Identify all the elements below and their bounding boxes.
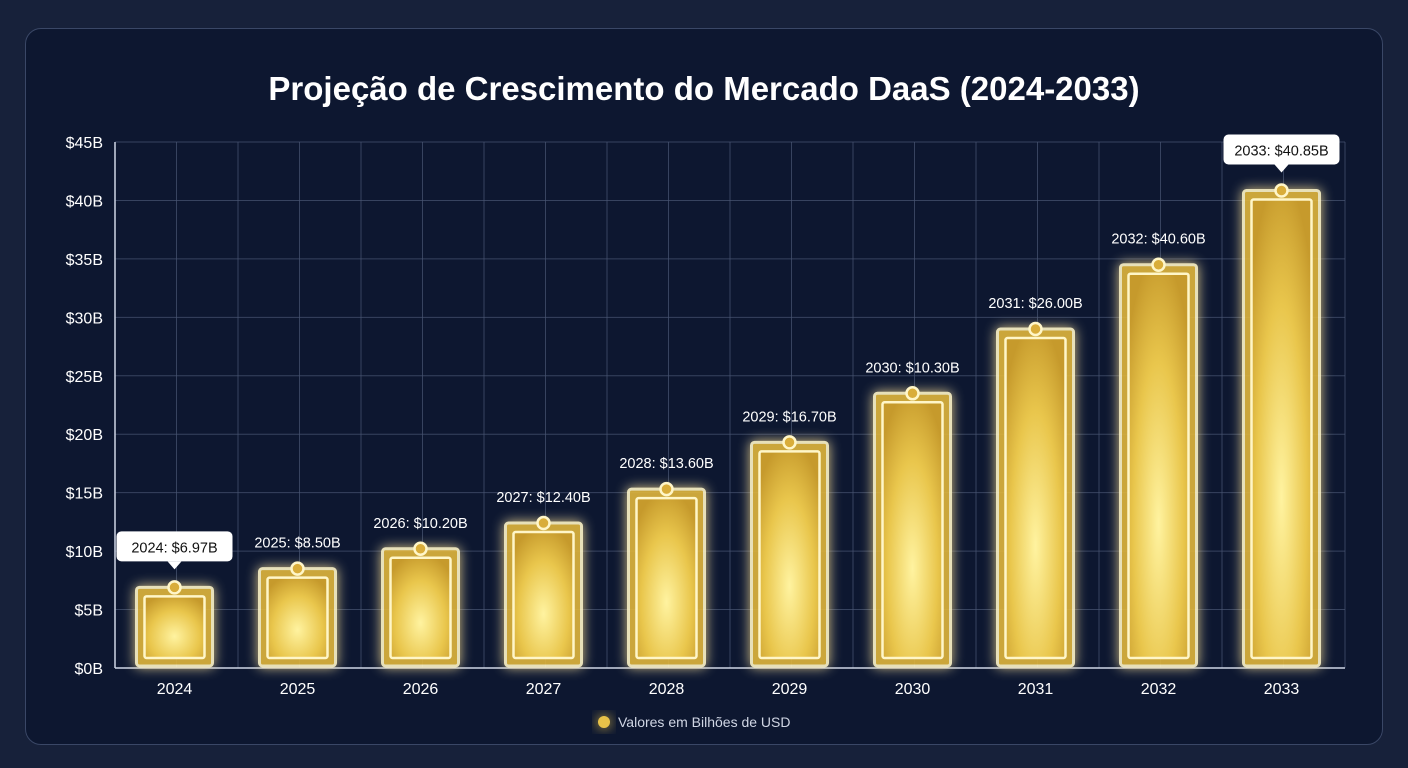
data-label: 2029: $16.70B [742, 409, 836, 425]
bar [266, 576, 329, 660]
data-label: 2028: $13.60B [619, 456, 713, 472]
y-tick-label: $35B [66, 252, 103, 269]
bar [1127, 272, 1190, 660]
x-tick-label: 2029 [772, 681, 808, 698]
bar [389, 556, 452, 660]
x-tick-label: 2027 [526, 681, 562, 698]
y-tick-label: $30B [66, 310, 103, 327]
data-point [1151, 257, 1166, 272]
chart-title: Projeção de Crescimento do Mercado DaaS … [268, 70, 1139, 107]
data-point [905, 386, 920, 401]
data-point [1028, 321, 1043, 337]
data-label: 2027: $12.40B [496, 490, 590, 506]
data-label-pointer [1274, 164, 1289, 173]
data-label: 2031: $26.00B [988, 296, 1082, 312]
y-tick-label: $0B [75, 661, 103, 678]
bar [758, 450, 821, 660]
x-tick-label: 2032 [1141, 681, 1177, 698]
x-tick-label: 2033 [1264, 681, 1300, 698]
legend: Valores em Bilhões de USD [598, 714, 790, 730]
data-point [1274, 183, 1289, 198]
bar [881, 401, 944, 660]
legend-label: Valores em Bilhões de USD [618, 714, 790, 730]
data-point [167, 580, 182, 595]
data-point [536, 515, 551, 531]
bar [1250, 198, 1313, 660]
legend-swatch [598, 716, 610, 728]
bar [635, 496, 698, 660]
bar [143, 595, 206, 660]
data-point [290, 561, 305, 576]
x-tick-label: 2026 [403, 681, 439, 698]
y-tick-label: $25B [66, 369, 103, 386]
x-tick-label: 2030 [895, 681, 931, 698]
data-label-pointer [167, 561, 182, 570]
x-tick-label: 2024 [157, 681, 193, 698]
y-tick-label: $40B [66, 193, 103, 210]
data-label: 2025: $8.50B [254, 536, 340, 552]
data-label-box [1223, 134, 1340, 165]
data-label: 2033: $40.85B [1234, 144, 1328, 160]
y-tick-label: $20B [66, 427, 103, 444]
data-point [413, 541, 428, 557]
x-tick-label: 2025 [280, 681, 316, 698]
bar [512, 530, 575, 660]
y-tick-label: $15B [66, 486, 103, 503]
y-tick-label: $10B [66, 544, 103, 561]
y-tick-label: $5B [75, 603, 103, 620]
data-label: 2026: $10.20B [373, 516, 467, 532]
data-point [782, 435, 797, 450]
x-tick-label: 2028 [649, 681, 685, 698]
data-label: 2024: $6.97B [131, 540, 217, 556]
data-point [659, 481, 674, 497]
data-label-box [116, 531, 233, 562]
y-tick-label: $45B [66, 135, 103, 152]
bar [1004, 336, 1067, 660]
x-tick-label: 2031 [1018, 681, 1054, 698]
data-label: 2030: $10.30B [865, 360, 959, 376]
data-label: 2032: $40.60B [1111, 232, 1205, 248]
